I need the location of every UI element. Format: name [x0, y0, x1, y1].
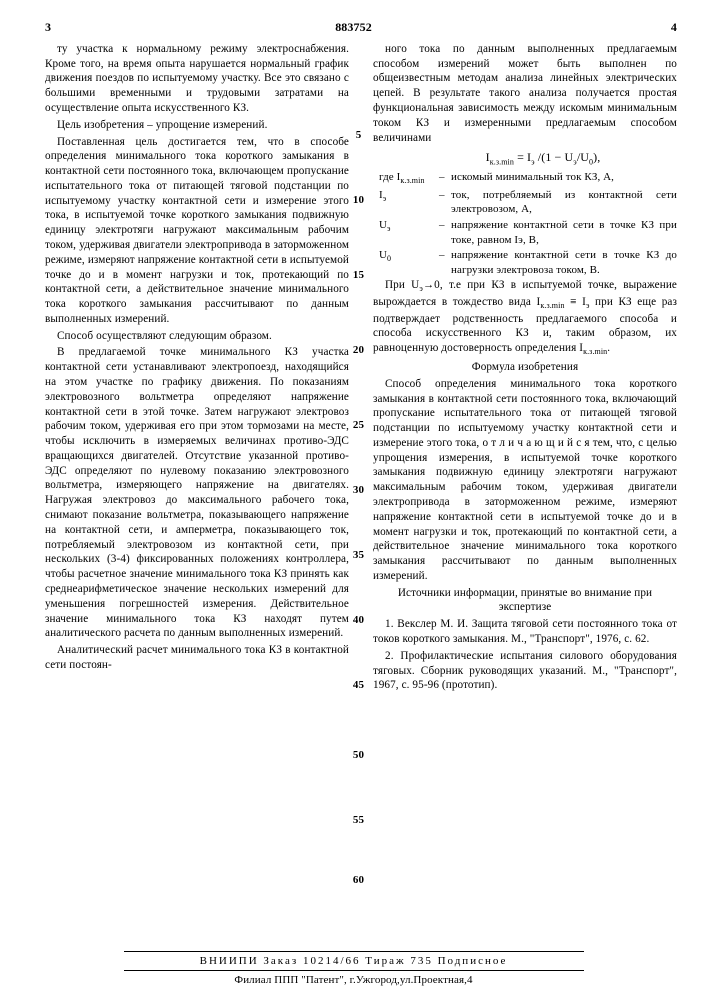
line-number: 60: [349, 875, 369, 886]
definition-text: ток, потребляемый из контактной сети эле…: [451, 188, 677, 217]
claim-text: Способ определения минимального тока кор…: [373, 377, 677, 584]
definition-text: искомый минимальный ток КЗ, А,: [451, 170, 677, 187]
para: Поставленная цель достигается тем, что в…: [45, 135, 349, 327]
para: Аналитический расчет минимального тока К…: [45, 643, 349, 673]
definition-dash: –: [439, 188, 451, 217]
line-number: 50: [349, 750, 369, 761]
page-right-num: 4: [671, 20, 677, 36]
para: Способ осуществляют следующим образом.: [45, 329, 349, 344]
definition-symbol: где Iк.з.min: [373, 170, 439, 187]
definition-text: напряжение контактной сети в точке КЗ пр…: [451, 218, 677, 247]
page-left-num: 3: [45, 20, 51, 36]
references-title: Источники информации, принятые во вниман…: [373, 586, 677, 616]
formula: Iк.з.min = Iэ /(1 − Uэ/U0),: [409, 150, 677, 168]
page-footer: ВНИИПИ Заказ 10214/66 Тираж 735 Подписно…: [0, 949, 707, 988]
definition-row: где Iк.з.min–искомый минимальный ток КЗ,…: [373, 170, 677, 187]
definition-symbol: Iэ: [373, 188, 439, 217]
para: ного тока по данным выполненных предлага…: [373, 42, 677, 145]
footer-line-2: Филиал ППП "Патент", г.Ужгород,ул.Проект…: [0, 973, 707, 988]
body-columns: ту участка к нормальному режиму электрос…: [45, 42, 677, 695]
right-column: ного тока по данным выполненных предлага…: [373, 42, 677, 695]
definition-dash: –: [439, 218, 451, 247]
para: При Uэ→0, т.е при КЗ в испытуемой точке,…: [373, 278, 677, 358]
left-column: ту участка к нормальному режиму электрос…: [45, 42, 349, 695]
para: В предлагаемой точке минимального КЗ уча…: [45, 345, 349, 641]
definition-symbol: U0: [373, 248, 439, 277]
definition-row: Uэ–напряжение контактной сети в точке КЗ…: [373, 218, 677, 247]
definition-text: напряжение контактной сети в точке КЗ до…: [451, 248, 677, 277]
claim-title: Формула изобретения: [373, 360, 677, 375]
reference-item: 1. Векслер М. И. Защита тяговой сети пос…: [373, 617, 677, 647]
line-number: 55: [349, 815, 369, 826]
footer-line-1: ВНИИПИ Заказ 10214/66 Тираж 735 Подписно…: [0, 954, 707, 969]
patent-page: 3 4 883752 51015202530354045505560 ту уч…: [0, 0, 707, 1000]
para: ту участка к нормальному режиму электрос…: [45, 42, 349, 116]
para: Цель изобретения – упрощение измерений.: [45, 118, 349, 133]
definition-symbol: Uэ: [373, 218, 439, 247]
symbol-definitions: где Iк.з.min–искомый минимальный ток КЗ,…: [373, 170, 677, 277]
definition-row: U0–напряжение контактной сети в точке КЗ…: [373, 248, 677, 277]
definition-dash: –: [439, 248, 451, 277]
patent-number: 883752: [335, 20, 372, 36]
definition-dash: –: [439, 170, 451, 187]
reference-item: 2. Профилактические испытания силового о…: [373, 649, 677, 693]
definition-row: Iэ–ток, потребляемый из контактной сети …: [373, 188, 677, 217]
